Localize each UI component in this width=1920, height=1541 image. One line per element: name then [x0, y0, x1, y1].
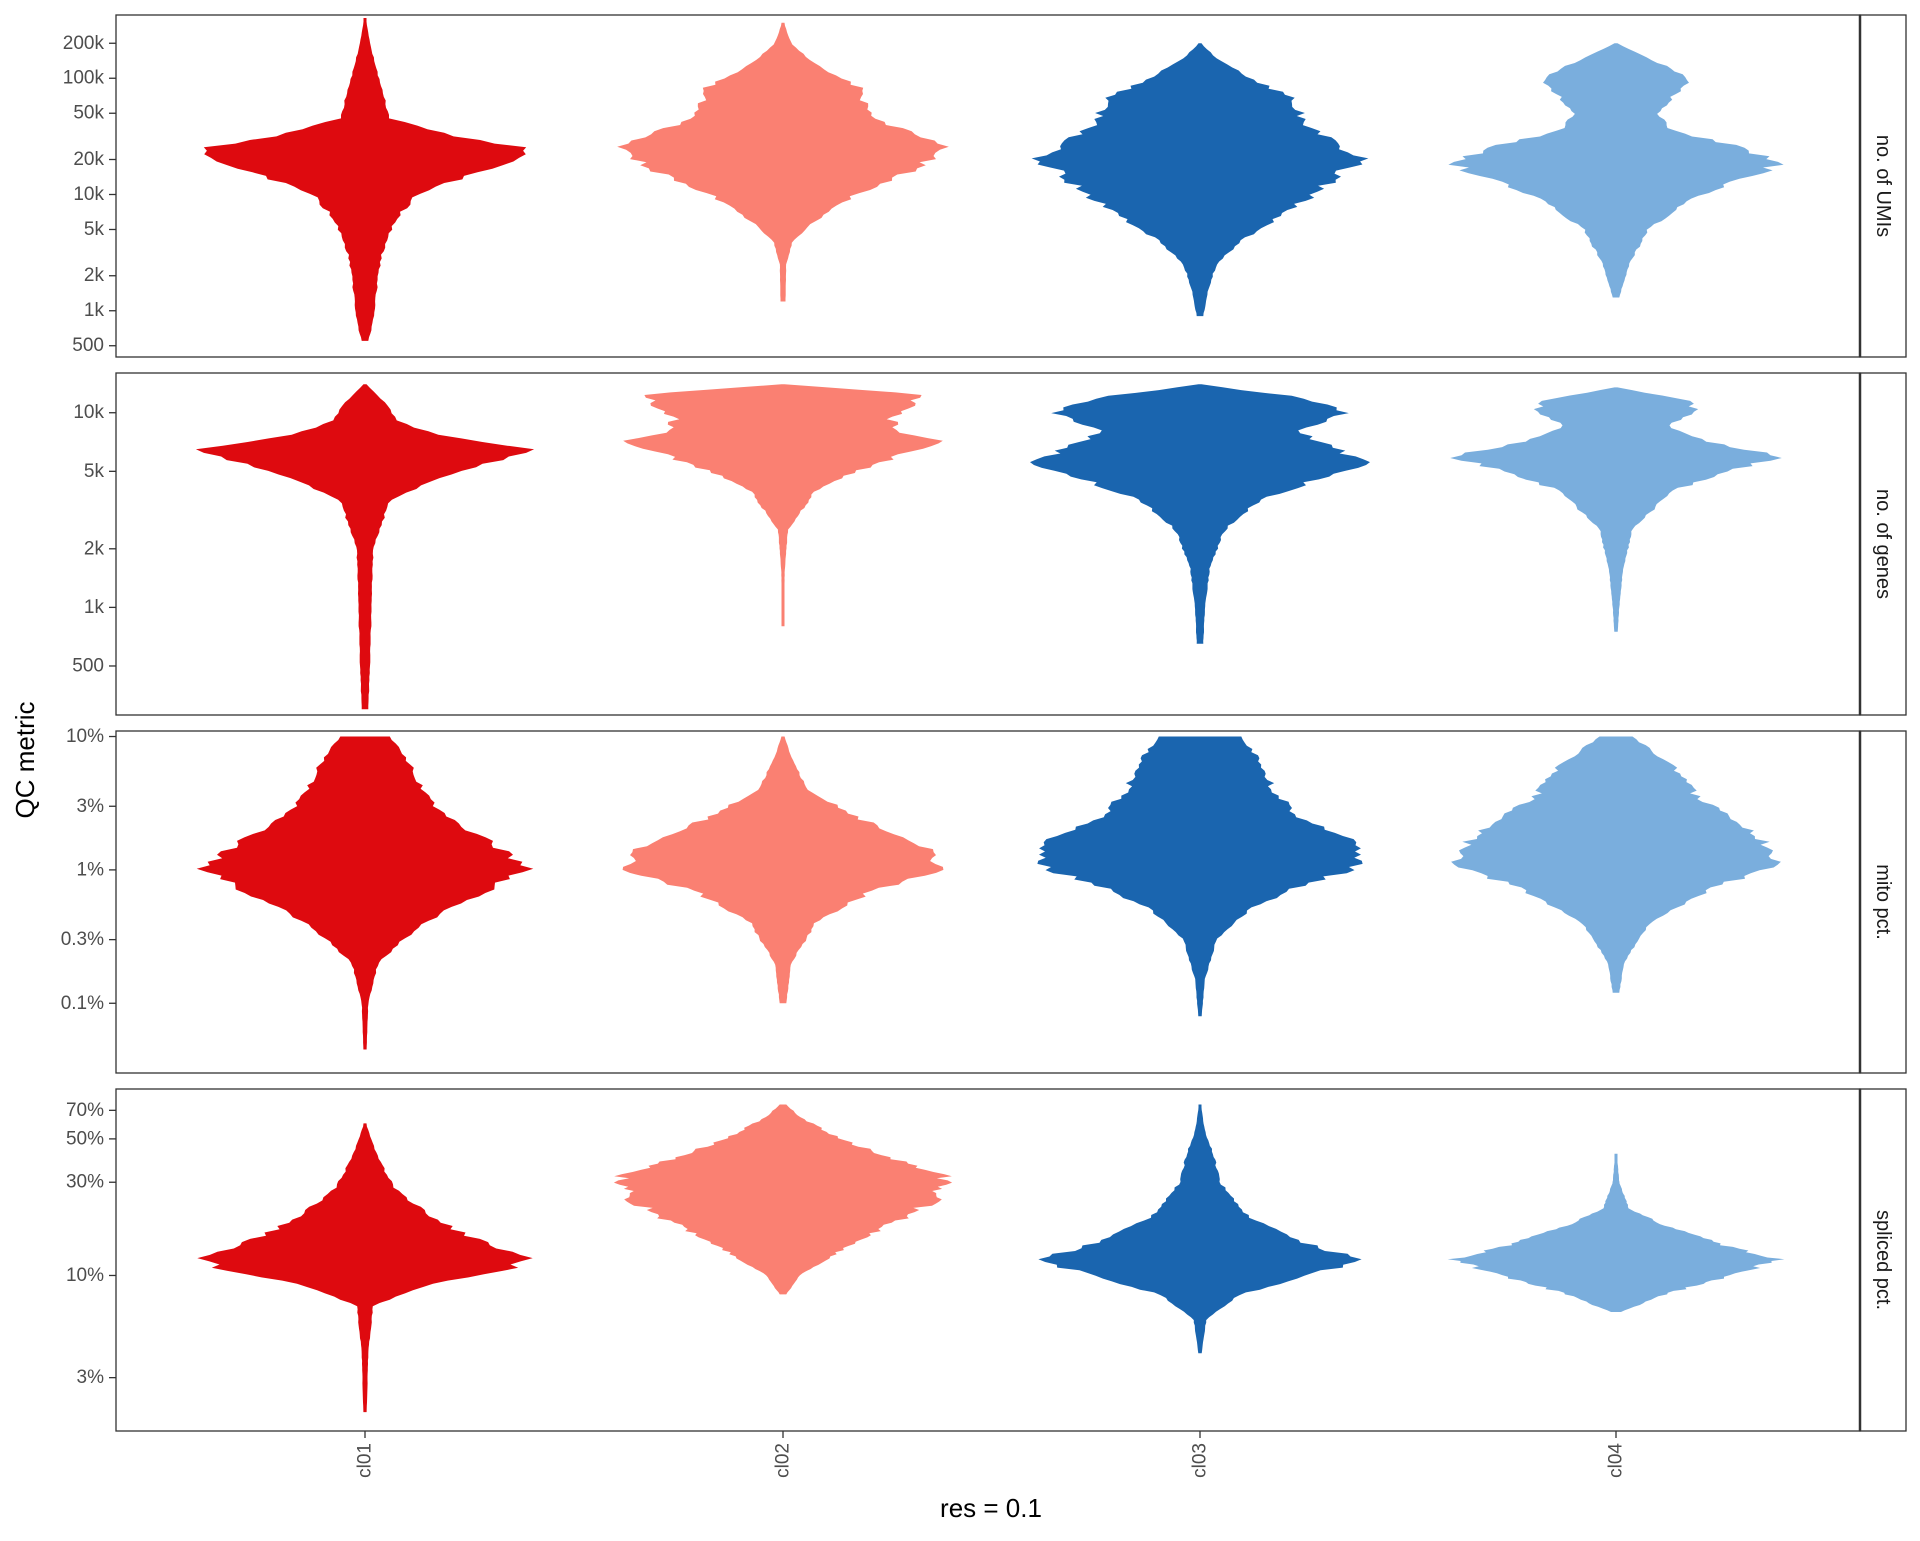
x-axis: cl01 cl02 cl03 cl04 [355, 1431, 1627, 1478]
panel-3: mito pct. 0.1% 0.3% 1% 3% 10% [61, 726, 1907, 1074]
y-tick-label: 70% [66, 1100, 104, 1121]
y-tick-label: 0.1% [61, 993, 104, 1014]
y-tick-label: 20k [73, 149, 104, 170]
panel-4: spliced pct. 3% 10% 30% 50% 70% [66, 1088, 1907, 1432]
violin-cl03 [1031, 43, 1369, 317]
facet-strip-label: mito pct. [1872, 864, 1894, 940]
x-axis-title: res = 0.1 [940, 1493, 1042, 1523]
y-tick-label: 5k [84, 461, 105, 482]
x-tick-label: cl02 [773, 1443, 794, 1478]
violin-cl02 [623, 384, 943, 627]
panels-layer: no. of UMIs5001k2k5k10k20k50k100k200kno.… [61, 14, 1907, 1432]
violin-cl04 [1451, 736, 1781, 993]
violin-cl03 [1038, 1104, 1362, 1354]
panel-2: no. of genes 500 1k 2k 5k 10k [72, 372, 1907, 716]
violin-cl04 [1447, 1153, 1785, 1312]
violin-cl02 [613, 1104, 953, 1295]
x-tick-label: cl01 [355, 1443, 376, 1478]
y-tick-label: 1k [84, 597, 105, 618]
facet-strip [1859, 730, 1907, 1074]
violin-cl03 [1030, 384, 1370, 644]
violin-cl04 [1450, 387, 1782, 632]
y-tick-label: 50k [73, 103, 104, 124]
y-tick-label: 500 [72, 655, 104, 676]
violin-cl01 [195, 384, 535, 710]
y-tick-label: 3% [77, 1367, 105, 1388]
facet-strip [1859, 14, 1907, 358]
y-tick-label: 200k [63, 33, 105, 54]
violin-cl01 [203, 18, 527, 341]
y-tick-label: 10% [66, 726, 104, 747]
y-tick-label: 10k [73, 184, 104, 205]
y-tick-label: 2k [84, 538, 105, 559]
violin-cl01 [196, 736, 534, 1050]
y-tick-label: 10k [73, 402, 104, 423]
y-tick-label: 0.3% [61, 929, 104, 950]
panel-1: no. of UMIs 500 1k 2k 5k 10k 20k 50k 100k 200k [63, 14, 1907, 358]
y-tick-label: 1k [84, 300, 105, 321]
violin-cl04 [1448, 43, 1784, 298]
x-tick-label: cl04 [1606, 1443, 1627, 1478]
facet-strip-label: spliced pct. [1872, 1210, 1894, 1310]
y-tick-label: 50% [66, 1128, 104, 1149]
y-tick-label: 100k [63, 68, 105, 89]
violin-cl02 [622, 736, 944, 1004]
violin-cl03 [1037, 736, 1363, 1017]
facet-strip [1859, 1088, 1907, 1432]
y-tick-label: 1% [77, 859, 105, 880]
y-tick-label: 30% [66, 1172, 104, 1193]
violin-cl01 [197, 1123, 533, 1413]
y-tick-label: 10% [66, 1265, 104, 1286]
y-tick-label: 3% [77, 796, 105, 817]
facet-strip-label: no. of genes [1872, 489, 1894, 599]
facet-strip-label: no. of UMIs [1872, 135, 1894, 237]
y-tick-label: 500 [72, 335, 104, 356]
violin-cl02 [617, 22, 949, 302]
y-tick-label: 5k [84, 219, 105, 240]
y-axis-title: QC metric [10, 702, 40, 819]
y-tick-label: 2k [84, 265, 105, 286]
x-tick-label: cl03 [1190, 1443, 1211, 1478]
